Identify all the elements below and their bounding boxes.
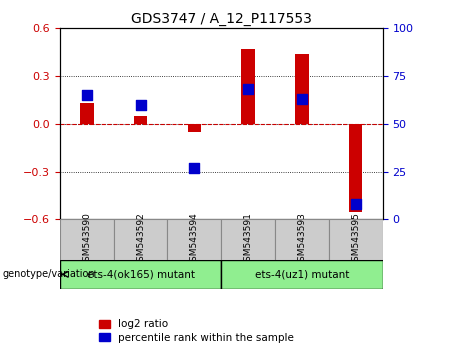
Bar [349, 124, 362, 211]
FancyBboxPatch shape [167, 219, 221, 260]
FancyBboxPatch shape [221, 219, 275, 260]
FancyBboxPatch shape [60, 219, 114, 260]
Title: GDS3747 / A_12_P117553: GDS3747 / A_12_P117553 [131, 12, 312, 26]
Bar [134, 116, 148, 124]
Text: GSM543590: GSM543590 [83, 212, 91, 267]
Text: GSM543595: GSM543595 [351, 212, 360, 267]
Bar [242, 49, 255, 124]
Point [352, 201, 360, 207]
Text: GSM543594: GSM543594 [190, 212, 199, 267]
FancyBboxPatch shape [60, 260, 221, 289]
Text: genotype/variation: genotype/variation [2, 269, 95, 279]
Point [244, 87, 252, 92]
FancyBboxPatch shape [329, 219, 383, 260]
FancyBboxPatch shape [221, 260, 383, 289]
Point [83, 92, 90, 98]
Legend: log2 ratio, percentile rank within the sample: log2 ratio, percentile rank within the s… [99, 319, 294, 343]
Text: GSM543591: GSM543591 [244, 212, 253, 267]
Point [137, 102, 144, 108]
Bar [295, 54, 309, 124]
FancyBboxPatch shape [275, 219, 329, 260]
Text: GSM543592: GSM543592 [136, 212, 145, 267]
FancyBboxPatch shape [114, 219, 167, 260]
Bar [80, 103, 94, 124]
Text: ets-4(uz1) mutant: ets-4(uz1) mutant [255, 269, 349, 279]
Point [298, 96, 306, 102]
Point [191, 165, 198, 171]
Text: GSM543593: GSM543593 [297, 212, 307, 267]
Bar [188, 124, 201, 132]
Text: ets-4(ok165) mutant: ets-4(ok165) mutant [87, 269, 195, 279]
